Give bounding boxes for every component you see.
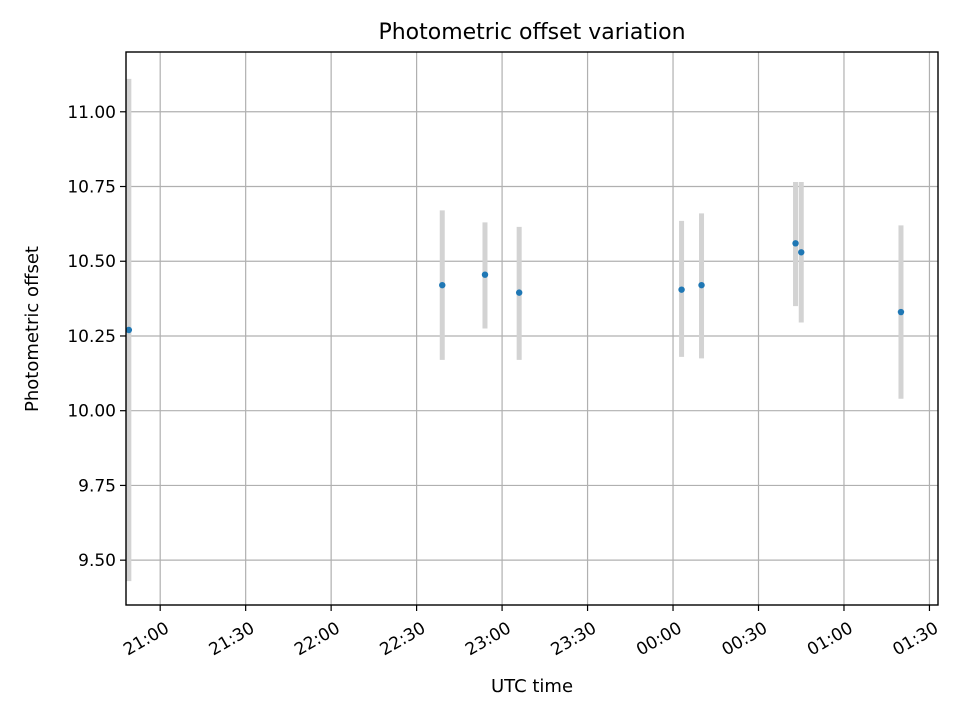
y-tick-label: 9.75 xyxy=(78,476,116,496)
data-point xyxy=(698,281,705,289)
grid-lines xyxy=(126,52,938,605)
y-tick-label: 9.50 xyxy=(78,551,116,571)
x-tick-label: 23:00 xyxy=(462,618,514,660)
chart-title: Photometric offset variation xyxy=(378,20,685,45)
x-tick-label: 00:30 xyxy=(719,618,771,660)
x-tick-label: 23:30 xyxy=(548,618,600,660)
x-tick-label: 01:00 xyxy=(804,618,856,660)
data-point xyxy=(792,240,799,247)
data-point xyxy=(439,281,446,289)
data-point xyxy=(678,286,685,293)
data-point xyxy=(481,271,489,278)
plot-frame xyxy=(125,51,939,606)
y-tick-label: 10.50 xyxy=(67,252,116,272)
data-points xyxy=(125,240,905,334)
x-tick-label: 00:00 xyxy=(633,618,685,660)
x-tick-label: 22:00 xyxy=(291,618,343,660)
x-axis-label: UTC time xyxy=(491,676,573,697)
data-point xyxy=(125,326,133,334)
y-tick-label: 10.75 xyxy=(67,178,116,198)
y-axis-label: Photometric offset xyxy=(22,246,43,412)
y-tick-label: 10.00 xyxy=(67,402,116,422)
x-tick-label: 22:30 xyxy=(377,618,429,660)
x-tick-label: 21:00 xyxy=(120,618,172,660)
error-bars xyxy=(126,78,904,582)
data-point xyxy=(798,249,805,256)
x-tick-label: 21:30 xyxy=(206,618,258,660)
y-tick-label: 10.25 xyxy=(67,327,116,347)
x-axis: 21:00 21:30 22:00 22:30 23:00 23:30 00:00 00:30… xyxy=(120,605,942,660)
y-tick-label: 11.00 xyxy=(67,103,116,123)
data-point xyxy=(515,289,523,296)
data-point xyxy=(897,308,905,316)
x-tick-label: 01:30 xyxy=(890,618,942,660)
y-axis: 9.50 9.75 10.00 10.25 10.50 10.75 11.00 xyxy=(67,103,126,571)
